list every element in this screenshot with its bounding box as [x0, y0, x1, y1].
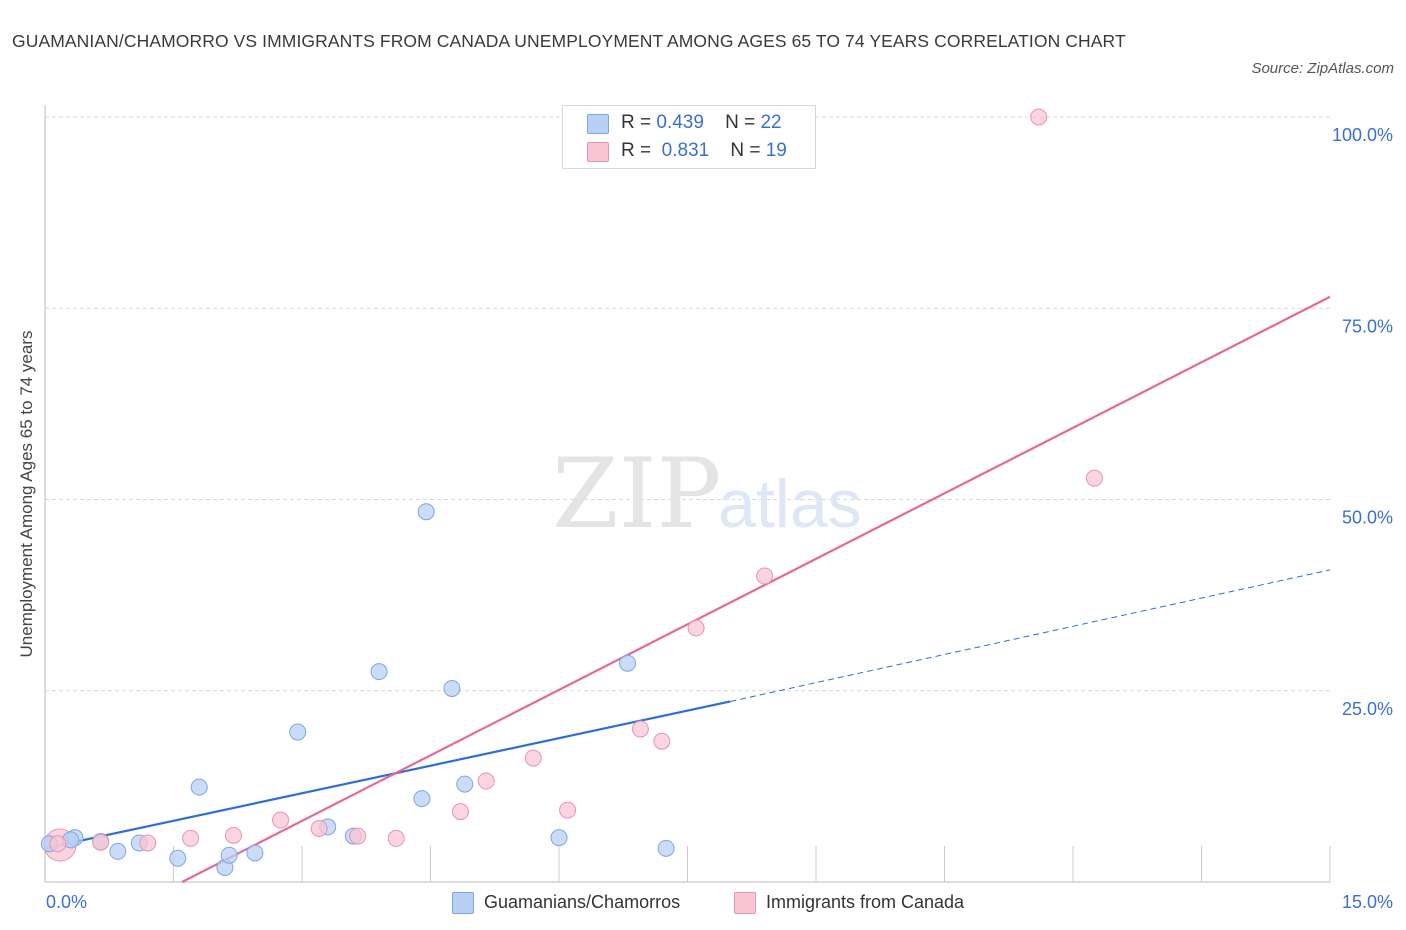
tick-labels: 100.0% 75.0% 50.0% 25.0% 0.0% 15.0%	[46, 125, 1393, 912]
data-point	[631, 720, 649, 738]
data-point	[370, 663, 388, 681]
data-point	[220, 846, 238, 864]
n-value: 19	[765, 140, 787, 161]
data-point	[272, 811, 290, 829]
watermark-zip: ZIP	[552, 438, 721, 550]
legend-label-canada: Immigrants from Canada	[766, 892, 965, 912]
data-point	[310, 819, 328, 837]
data-point	[289, 723, 307, 741]
stats-legend: R = 0.439 N = 22 R = 0.831 N = 19	[562, 105, 816, 169]
data-point	[92, 833, 110, 851]
n-value: 22	[760, 112, 782, 133]
data-point	[756, 567, 774, 585]
trend-line-ext-0	[730, 569, 1331, 702]
legend-swatch-guamanian	[587, 114, 609, 134]
data-point	[687, 619, 705, 637]
chart-source: Source: ZipAtlas.com	[1251, 60, 1394, 77]
r-label: R =	[621, 140, 652, 161]
data-point	[417, 503, 435, 521]
data-point	[224, 826, 242, 844]
y-tick-label: 100.0%	[1332, 125, 1393, 145]
y-tick-label: 75.0%	[1342, 316, 1393, 336]
data-point	[246, 844, 264, 862]
data-point	[456, 775, 474, 793]
data-point	[550, 829, 568, 847]
data-point	[139, 834, 157, 852]
data-point	[524, 749, 542, 767]
trend-line-0	[44, 700, 731, 850]
x-tick-label-max: 15.0%	[1342, 892, 1393, 912]
data-point	[559, 801, 577, 819]
y-tick-label: 25.0%	[1342, 699, 1393, 719]
stats-text-canada: R = 0.831 N = 19	[621, 138, 787, 164]
watermark-atlas: atlas	[718, 466, 862, 542]
trend-line-1	[181, 295, 1331, 883]
r-value: 0.831	[661, 140, 710, 161]
chart-title: GUAMANIAN/CHAMORRO VS IMMIGRANTS FROM CA…	[12, 31, 1126, 51]
data-point	[1030, 108, 1048, 126]
n-label: N =	[725, 112, 756, 133]
x-tick-label-min: 0.0%	[46, 892, 87, 912]
data-point	[413, 790, 431, 808]
data-point	[443, 679, 461, 697]
trend-lines	[44, 295, 1331, 883]
stats-text-guamanian: R = 0.439 N = 22	[621, 110, 782, 136]
data-point	[653, 732, 671, 750]
data-point	[451, 803, 469, 821]
legend-swatch-canada	[587, 142, 609, 162]
n-label: N =	[730, 140, 761, 161]
legend-label-guamanians: Guamanians/Chamorros	[484, 892, 681, 912]
data-point	[190, 778, 208, 796]
data-point	[182, 829, 200, 847]
data-point	[657, 839, 675, 857]
data-point	[1085, 469, 1103, 487]
data-point	[169, 849, 187, 867]
r-value: 0.439	[656, 112, 704, 133]
gridlines	[45, 116, 1330, 692]
data-point	[49, 835, 67, 853]
legend-swatch-guamanians	[452, 892, 474, 914]
axes	[44, 105, 1331, 883]
data-point	[477, 772, 495, 790]
legend-swatch-canada	[734, 892, 756, 914]
data-point	[109, 842, 127, 860]
data-point	[619, 654, 637, 672]
data-points	[40, 108, 1103, 876]
data-point	[387, 829, 405, 847]
data-point	[349, 827, 367, 845]
r-label: R =	[621, 112, 652, 133]
y-tick-label: 50.0%	[1342, 508, 1393, 528]
